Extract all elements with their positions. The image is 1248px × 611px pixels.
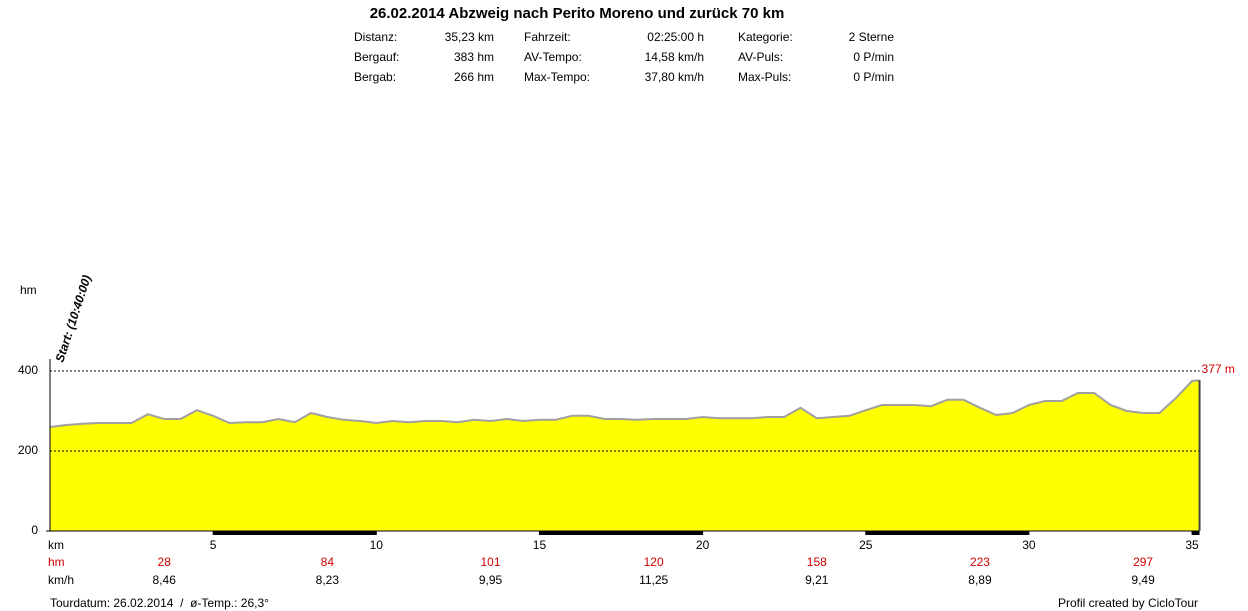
segment-speed: 9,49 [1131, 573, 1155, 587]
stat-label: Max-Puls: [738, 70, 791, 84]
segment-speed-label: km/h [48, 573, 74, 587]
segment-speed: 8,46 [153, 573, 177, 587]
segment-hm: 223 [970, 555, 990, 569]
stat-label: Bergab: [354, 70, 396, 84]
stat-label: Fahrzeit: [524, 30, 571, 44]
stat-value: 383 hm [454, 50, 494, 64]
stat-label: Kategorie: [738, 30, 793, 44]
segment-speed: 11,25 [639, 573, 668, 587]
x-tick-label: 15 [533, 538, 547, 552]
stat-label: Max-Tempo: [524, 70, 590, 84]
segment-speed: 8,89 [968, 573, 992, 587]
stat-value: 37,80 km/h [645, 70, 704, 84]
stat-label: AV-Puls: [738, 50, 783, 64]
start-annotation: Start: (10:40:00) [53, 273, 94, 364]
segment-speed: 8,23 [316, 573, 340, 587]
km-bar [213, 531, 377, 535]
stat-value: 0 P/min [853, 70, 894, 84]
chart-title: 26.02.2014 Abzweig nach Perito Moreno un… [370, 5, 785, 22]
segment-speed: 9,21 [805, 573, 829, 587]
stat-label: AV-Tempo: [524, 50, 582, 64]
y-axis-label: hm [20, 283, 37, 297]
y-tick-label: 400 [18, 363, 38, 377]
x-tick-label: 25 [859, 538, 873, 552]
segment-hm: 120 [644, 555, 664, 569]
y-tick-label: 200 [18, 443, 38, 457]
segment-hm: 101 [480, 555, 500, 569]
km-bar [539, 531, 703, 535]
x-tick-label: 5 [210, 538, 217, 552]
stat-label: Distanz: [354, 30, 397, 44]
km-bar-end [1192, 531, 1200, 535]
x-tick-label: 30 [1022, 538, 1036, 552]
profile-line [49, 379, 1200, 428]
max-label: 377 m [1202, 362, 1235, 376]
footer-left: Tourdatum: 26.02.2014 / ø-Temp.: 26,3° [50, 596, 269, 610]
segment-hm: 158 [807, 555, 827, 569]
footer-right: Profil created by CicloTour [1058, 596, 1198, 610]
stat-value: 14,58 km/h [645, 50, 704, 64]
x-tick-label: 20 [696, 538, 710, 552]
segment-speed: 9,95 [479, 573, 503, 587]
segment-hm: 28 [158, 555, 172, 569]
stat-value: 02:25:00 h [647, 30, 704, 44]
km-bar [865, 531, 1029, 535]
segment-hm: 84 [321, 555, 335, 569]
x-axis-label: km [48, 538, 64, 552]
y-tick-label: 0 [31, 523, 38, 537]
stat-label: Bergauf: [354, 50, 399, 64]
area-fill [50, 380, 1200, 531]
stat-value: 2 Sterne [849, 30, 895, 44]
x-tick-label: 35 [1185, 538, 1199, 552]
x-tick-label: 10 [370, 538, 384, 552]
stat-value: 0 P/min [853, 50, 894, 64]
segment-hm-label: hm [48, 555, 65, 569]
stat-value: 266 hm [454, 70, 494, 84]
segment-hm: 297 [1133, 555, 1153, 569]
stat-value: 35,23 km [445, 30, 494, 44]
